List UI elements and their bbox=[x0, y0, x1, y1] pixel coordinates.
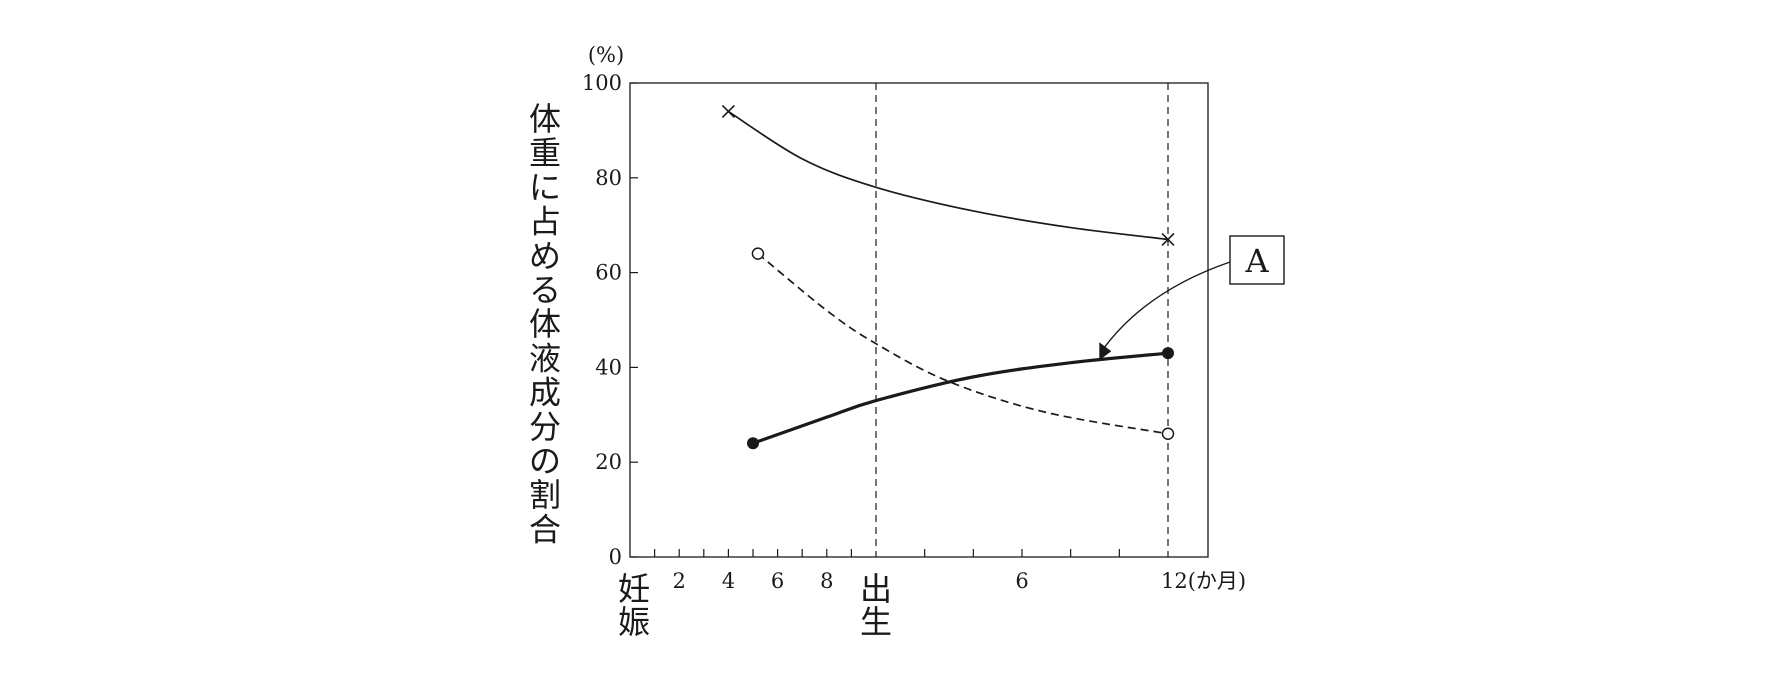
y-axis-label-char: 分 bbox=[529, 408, 561, 446]
plot-frame bbox=[629, 82, 1209, 558]
series-point-open bbox=[751, 247, 765, 260]
series-point-filled bbox=[747, 437, 759, 450]
annotation-arrow-line bbox=[1101, 261, 1231, 351]
series-line-2 bbox=[752, 351, 1169, 445]
y-axis-label-char: 占 bbox=[529, 203, 561, 241]
y-axis-label-char: 合 bbox=[529, 510, 561, 548]
y-axis-label-char: の bbox=[529, 442, 561, 480]
annotation-arrow-head bbox=[1099, 342, 1112, 361]
series-point-open bbox=[1161, 427, 1175, 441]
y-tick-label: 100 bbox=[582, 71, 622, 95]
series-point-x bbox=[1161, 232, 1175, 246]
y-axis-label-char: 液 bbox=[529, 339, 561, 377]
y-axis-label-char: る bbox=[529, 271, 561, 309]
x-birth-label-char: 生 bbox=[860, 603, 892, 641]
series-point-x bbox=[721, 104, 735, 119]
x-tick-label-12: 12(か月) bbox=[1161, 569, 1246, 593]
x-tick-label: 2 bbox=[673, 569, 686, 593]
y-tick-label: 0 bbox=[609, 545, 622, 569]
y-tick-label: 60 bbox=[595, 261, 622, 285]
series-line-1 bbox=[757, 252, 1169, 435]
x-start-label-char: 妊 bbox=[618, 570, 650, 608]
y-tick-label: 80 bbox=[595, 166, 622, 190]
x-tick-label: 8 bbox=[820, 569, 833, 593]
series-line-0 bbox=[727, 110, 1169, 241]
annotation-label: A bbox=[1244, 242, 1269, 280]
x-tick-label: 4 bbox=[722, 569, 735, 593]
x-tick-label: 6 bbox=[1015, 569, 1028, 593]
y-axis-label-char: 体 bbox=[529, 305, 561, 343]
y-axis-label-char: 割 bbox=[529, 476, 561, 514]
y-tick-label: 40 bbox=[595, 355, 622, 379]
y-axis-label-char: 重 bbox=[529, 134, 561, 172]
x-tick-label: 6 bbox=[771, 569, 784, 593]
series-point-filled bbox=[1162, 347, 1174, 360]
y-axis-label-char: に bbox=[529, 168, 561, 206]
annotation-box bbox=[1229, 235, 1285, 285]
x-start-label-char: 娠 bbox=[618, 603, 650, 641]
x-birth-label-char: 出 bbox=[860, 570, 892, 608]
y-axis-label-char: 成 bbox=[529, 374, 561, 412]
y-tick-label: 20 bbox=[595, 450, 622, 474]
y-axis-label-char: 体 bbox=[529, 100, 561, 138]
y-axis-label-char: め bbox=[529, 237, 561, 275]
y-unit-label: (%) bbox=[588, 43, 624, 67]
